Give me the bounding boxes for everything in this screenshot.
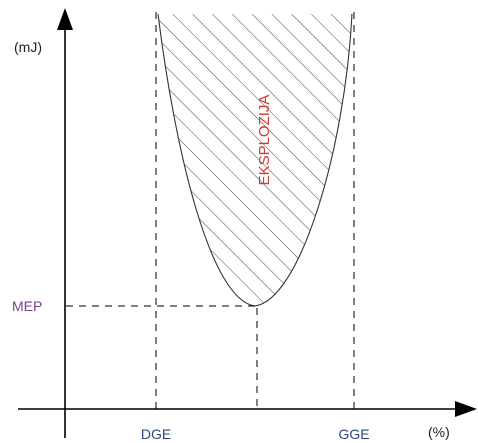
explosion-boundary-curve <box>157 14 353 307</box>
y-axis-unit-label: (mJ) <box>14 39 42 55</box>
gge-label: GGE <box>338 426 369 442</box>
x-axis-arrowhead <box>455 401 477 417</box>
y-axis-arrowhead <box>57 8 73 30</box>
region-label: EKSPLOZIJA <box>256 95 273 186</box>
x-axis-unit-label: (%) <box>428 424 450 440</box>
dge-label: DGE <box>141 426 171 442</box>
explosion-region <box>158 14 352 306</box>
mep-label: MEP <box>12 298 42 314</box>
